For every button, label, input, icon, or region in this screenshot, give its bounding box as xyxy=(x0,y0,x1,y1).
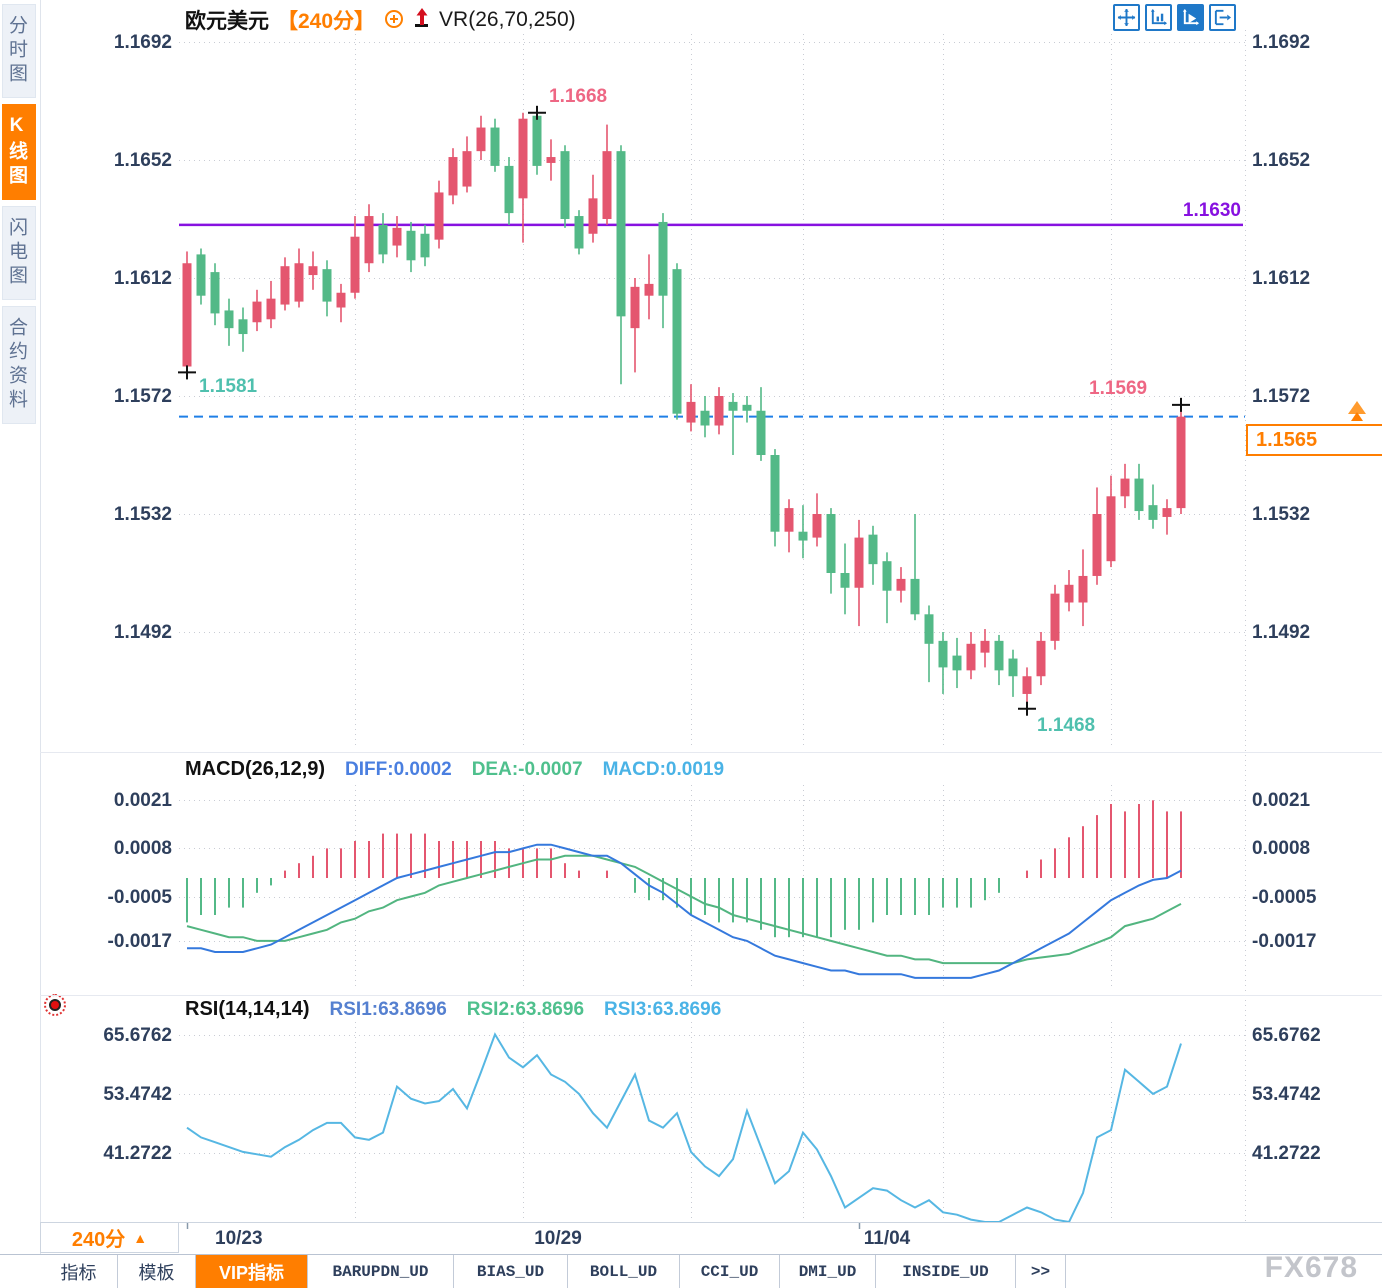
macd-diff-line xyxy=(187,843,1182,979)
resistance-line-label: 1.1630 xyxy=(1182,200,1241,221)
tab-BIAS_UD[interactable]: BIAS_UD xyxy=(454,1255,568,1288)
rsi-panel-divider xyxy=(40,995,1382,996)
symbol-title: 欧元美元 xyxy=(185,10,269,33)
chart-type-sidebar: 分时图 K线图闪电图合约资料 xyxy=(0,0,40,430)
tab-模板[interactable]: 模板 xyxy=(118,1255,196,1288)
tab-BOLL_UD[interactable]: BOLL_UD xyxy=(568,1255,680,1288)
tab-INSIDE_UD[interactable]: INSIDE_UD xyxy=(876,1255,1016,1288)
current-price-box: 1.1565 xyxy=(1246,424,1382,456)
add-indicator-icon[interactable] xyxy=(383,7,405,34)
rsi-title[interactable]: RSI(14,14,14) xyxy=(185,998,310,1020)
macd-panel-divider xyxy=(40,752,1382,753)
price-up-arrow-small-icon xyxy=(1351,412,1363,421)
sidebar-item-3[interactable]: 合约资料 xyxy=(2,306,36,424)
macd-histogram xyxy=(186,800,1182,938)
chart-header: 欧元美元 【240分】 VR(26,70,250) xyxy=(185,5,576,35)
rsi-header: RSI(14,14,14) RSI1:63.8696 RSI2:63.8696 RS… xyxy=(185,998,721,1021)
tab-DMI_UD[interactable]: DMI_UD xyxy=(780,1255,876,1288)
sidebar-item-1[interactable]: K线图 xyxy=(2,104,36,200)
sidebar-item-2[interactable]: 闪电图 xyxy=(2,206,36,300)
buy-signal-arrow-icon xyxy=(413,6,431,35)
macd-legend-1: DEA:-0.0007 xyxy=(471,759,583,780)
candles xyxy=(182,112,1186,709)
time-axis-border xyxy=(40,1222,1382,1223)
watermark: FX678 xyxy=(1264,1251,1358,1284)
axis-zoom-button[interactable] xyxy=(1145,4,1172,31)
tab-BARUPDN_UD[interactable]: BARUPDN_UD xyxy=(308,1255,454,1288)
indicator-alert-icon[interactable] xyxy=(44,994,66,1016)
macd-legend-2: MACD:0.0019 xyxy=(602,759,725,780)
period-selector[interactable]: 240分 ▲ xyxy=(40,1222,179,1253)
period-label[interactable]: 【240分】 xyxy=(277,10,376,33)
indicator-tab-bar: 指标 模板 VIP指标 BARUPDN_UD BIAS_UD BOLL_UD CCI_UD D… xyxy=(0,1254,1382,1288)
rsi-legend-2: RSI3:63.8696 xyxy=(604,999,722,1020)
chart-toolbar xyxy=(1113,4,1236,31)
rsi-legend-1: RSI2:63.8696 xyxy=(466,999,585,1020)
period-selector-arrow-icon: ▲ xyxy=(133,1229,148,1246)
period-selector-label: 240分 xyxy=(71,1229,126,1251)
tab-指标[interactable]: 指标 xyxy=(40,1255,118,1288)
tab-VIP指标[interactable]: VIP指标 xyxy=(196,1255,308,1288)
rsi-line xyxy=(186,1032,1182,1224)
macd-header: MACD(26,12,9) DIFF:0.0002 DEA:-0.0007 MACD… xyxy=(185,758,724,781)
tab-CCI_UD[interactable]: CCI_UD xyxy=(680,1255,780,1288)
macd-legend-0: DIFF:0.0002 xyxy=(345,759,452,780)
crosshair-pan-button[interactable] xyxy=(1113,4,1140,31)
vr-indicator-label[interactable]: VR(26,70,250) xyxy=(439,8,576,31)
sidebar-divider xyxy=(40,0,41,1288)
auto-scale-button[interactable] xyxy=(1177,4,1204,31)
sidebar-item-0[interactable]: 分时图 xyxy=(2,4,36,98)
rsi-legend-0: RSI1:63.8696 xyxy=(329,999,447,1020)
tab->>[interactable]: >> xyxy=(1016,1255,1066,1288)
price-up-arrow-icon xyxy=(1348,401,1366,414)
macd-title[interactable]: MACD(26,12,9) xyxy=(185,758,326,780)
scroll-to-latest-button[interactable] xyxy=(1209,4,1236,31)
